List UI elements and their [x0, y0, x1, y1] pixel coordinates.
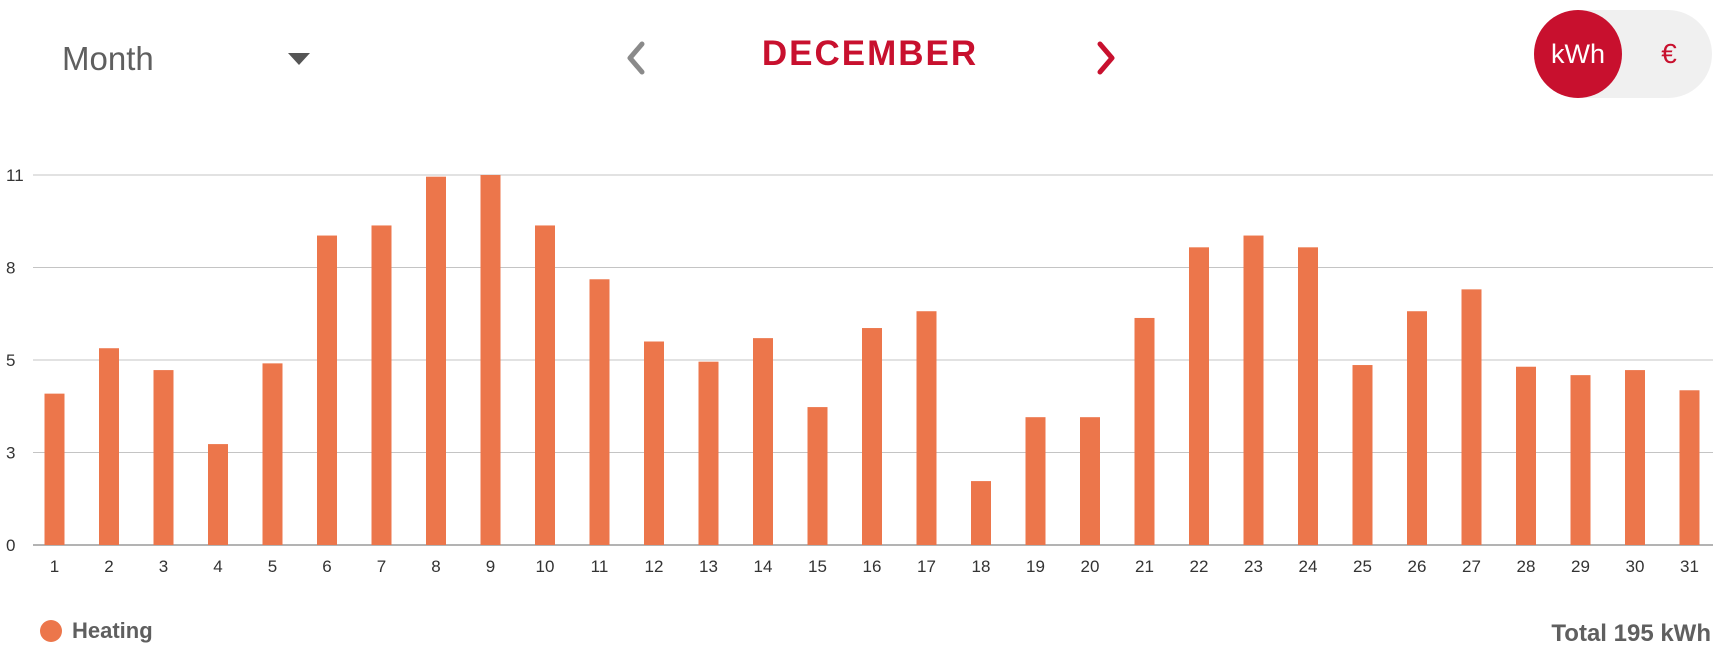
bar-day-23[interactable]: [1243, 235, 1264, 545]
x-tick-label: 25: [1353, 557, 1372, 576]
bar-day-16[interactable]: [862, 328, 882, 545]
x-tick-label: 6: [322, 557, 331, 576]
x-tick-label: 11: [591, 557, 609, 576]
x-tick-label: 21: [1135, 557, 1154, 576]
bar-day-31[interactable]: [1679, 390, 1700, 545]
y-tick-label: 8: [6, 259, 15, 278]
bar-day-30[interactable]: [1625, 370, 1645, 545]
y-tick-label: 11: [6, 166, 24, 185]
bar-day-7[interactable]: [371, 225, 392, 546]
total-consumption: Total 195 kWh: [1551, 620, 1711, 647]
period-select[interactable]: Month: [62, 30, 312, 88]
chart-bars: [44, 175, 1700, 546]
bar-day-11[interactable]: [589, 279, 610, 545]
x-tick-label: 9: [486, 557, 495, 576]
x-tick-label: 31: [1680, 557, 1699, 576]
bar-day-5[interactable]: [262, 363, 283, 545]
x-tick-label: 28: [1517, 557, 1536, 576]
bar-day-9[interactable]: [480, 175, 501, 545]
x-tick-label: 10: [536, 557, 555, 576]
x-tick-label: 18: [972, 557, 991, 576]
bar-day-28[interactable]: [1516, 366, 1536, 545]
x-tick-label: 30: [1626, 557, 1645, 576]
bar-day-25[interactable]: [1352, 365, 1373, 545]
x-tick-label: 23: [1244, 557, 1263, 576]
bar-day-20[interactable]: [1080, 417, 1100, 545]
chevron-left-icon: [627, 41, 645, 75]
x-tick-label: 16: [863, 557, 882, 576]
bar-day-2[interactable]: [99, 348, 119, 545]
x-tick-label: 7: [377, 557, 386, 576]
x-tick-label: 14: [754, 557, 773, 576]
bar-day-17[interactable]: [916, 311, 937, 545]
unit-toggle: kWh €: [1534, 10, 1712, 98]
x-axis-ticks: 1 2 3 4 5 6 7 8 9 10 11 12 13 14 15 16 17 18 19 20 21 22 23 24 2…: [50, 557, 1699, 576]
x-tick-label: 5: [268, 557, 277, 576]
y-tick-label: 3: [6, 444, 15, 463]
bar-day-1[interactable]: [44, 393, 65, 545]
bar-day-19[interactable]: [1025, 417, 1046, 545]
chevron-right-icon: [1097, 41, 1115, 75]
unit-euro-button[interactable]: €: [1661, 38, 1677, 69]
chart-legend: Heating: [40, 618, 153, 644]
x-tick-label: 15: [808, 557, 827, 576]
bar-day-27[interactable]: [1461, 289, 1482, 545]
x-tick-label: 8: [431, 557, 440, 576]
x-tick-label: 4: [213, 557, 222, 576]
x-tick-label: 29: [1571, 557, 1590, 576]
x-tick-label: 13: [699, 557, 718, 576]
caret-down-icon: [288, 53, 310, 65]
bar-day-18[interactable]: [971, 481, 991, 545]
month-title: DECEMBER: [761, 34, 979, 73]
x-tick-label: 24: [1299, 557, 1318, 576]
bar-day-13[interactable]: [698, 361, 719, 545]
bar-day-12[interactable]: [644, 341, 664, 546]
x-tick-label: 22: [1190, 557, 1209, 576]
x-tick-label: 2: [104, 557, 113, 576]
bar-day-26[interactable]: [1407, 311, 1427, 545]
period-select-label: Month: [62, 40, 154, 77]
bar-day-29[interactable]: [1570, 375, 1591, 545]
y-tick-label: 0: [6, 536, 15, 555]
y-axis-ticks: 0 3 5 8 11: [6, 166, 24, 555]
next-month-button[interactable]: [1088, 36, 1124, 80]
x-tick-label: 19: [1026, 557, 1045, 576]
x-tick-label: 20: [1081, 557, 1100, 576]
x-tick-label: 3: [159, 557, 168, 576]
y-tick-label: 5: [6, 351, 15, 370]
bar-day-3[interactable]: [153, 370, 174, 545]
x-tick-label: 1: [50, 557, 59, 576]
unit-kwh-button[interactable]: kWh: [1534, 10, 1622, 98]
bar-day-8[interactable]: [426, 176, 446, 545]
previous-month-button[interactable]: [618, 36, 654, 80]
x-tick-label: 26: [1408, 557, 1427, 576]
bar-day-6[interactable]: [317, 235, 337, 545]
bar-day-22[interactable]: [1189, 247, 1209, 545]
x-tick-label: 12: [645, 557, 664, 576]
legend-dot-heating: [40, 620, 62, 642]
bar-day-15[interactable]: [807, 407, 828, 545]
bar-day-24[interactable]: [1298, 247, 1318, 545]
bar-day-4[interactable]: [208, 444, 228, 545]
bar-day-21[interactable]: [1134, 317, 1155, 545]
bar-day-10[interactable]: [535, 225, 555, 546]
chart-header: Month DECEMBER kWh €: [0, 0, 1721, 110]
bar-day-14[interactable]: [753, 338, 773, 545]
x-tick-label: 17: [917, 557, 936, 576]
legend-label-heating: Heating: [72, 618, 153, 643]
x-tick-label: 27: [1462, 557, 1481, 576]
